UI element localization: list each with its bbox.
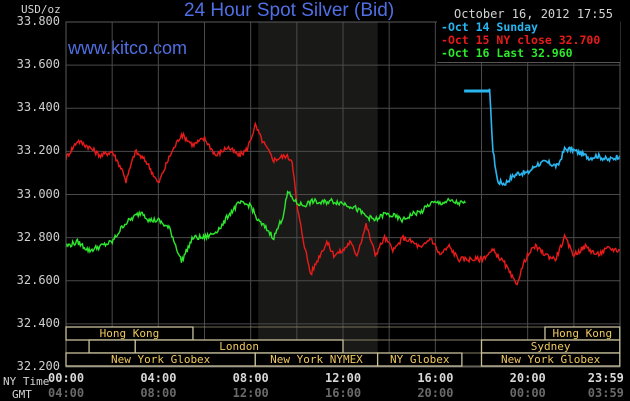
y-axis-unit: USD/oz — [21, 3, 61, 16]
x-tick-gmt: 16:00 — [325, 386, 362, 400]
y-tick-label: 33.800 — [16, 14, 60, 28]
y-tick-label: 33.400 — [16, 100, 60, 115]
x-tick-ny: 23:59 — [587, 371, 624, 385]
y-tick-label: 32.400 — [16, 315, 60, 330]
session-label: New York Globex — [500, 353, 601, 366]
legend-swatch-icon: - — [441, 33, 448, 47]
session-label: NY Globex — [389, 353, 450, 366]
session-bar — [376, 352, 463, 367]
session-bar — [480, 352, 621, 367]
series-line-2 — [65, 190, 466, 263]
y-tick-label: 33.000 — [16, 186, 60, 201]
session-label: Hong Kong — [552, 327, 613, 340]
x-tick-gmt: 04:00 — [48, 386, 85, 400]
y-tick-label: 32.600 — [16, 272, 60, 287]
legend-item-oct16: -Oct 16 Last 32.960 — [441, 46, 573, 60]
session-bar — [88, 339, 136, 354]
legend-item-oct15: -Oct 15 NY close 32.700 — [441, 33, 601, 47]
x-tick-gmt: 20:00 — [417, 386, 454, 400]
y-tick-label: 33.200 — [16, 143, 60, 158]
legend-swatch-icon: - — [441, 20, 448, 34]
y-tick-label: 32.200 — [16, 359, 60, 373]
x-tick-gmt: 08:00 — [140, 386, 177, 400]
series-line-1 — [65, 121, 621, 286]
x-tick-ny: 00:00 — [48, 371, 85, 385]
x-tick-ny: 12:00 — [325, 371, 362, 385]
x-tick-ny: 08:00 — [232, 371, 269, 385]
session-label: Sydney — [530, 340, 571, 353]
ny-time-label: NY Time — [3, 375, 50, 388]
x-tick-ny: 16:00 — [417, 371, 454, 385]
chart-title: 24 Hour Spot Silver (Bid) — [184, 0, 395, 21]
session-label: Hong Kong — [99, 327, 160, 340]
watermark-link[interactable]: www.kitco.com — [68, 38, 188, 58]
x-tick-ny: 20:00 — [509, 371, 546, 385]
legend: -Oct 14 Sunday -Oct 15 NY close 32.700 -… — [437, 21, 620, 63]
session-label: New York Globex — [110, 353, 211, 366]
x-tick-gmt: 00:00 — [509, 386, 546, 400]
session-label: New York NYMEX — [270, 353, 363, 366]
legend-item-oct14: -Oct 14 Sunday — [441, 20, 538, 34]
x-tick-gmt: 03:59 — [587, 386, 624, 400]
gmt-label: GMT — [12, 388, 32, 401]
chart-datetime: October 16, 2012 17:55 — [454, 7, 613, 21]
session-label: London — [219, 340, 259, 353]
x-tick-ny: 04:00 — [140, 371, 177, 385]
y-tick-label: 32.800 — [16, 229, 60, 244]
series-line-0 — [464, 88, 621, 187]
y-tick-label: 33.600 — [16, 57, 60, 72]
legend-swatch-icon: - — [441, 46, 448, 60]
x-tick-gmt: 12:00 — [232, 386, 269, 400]
